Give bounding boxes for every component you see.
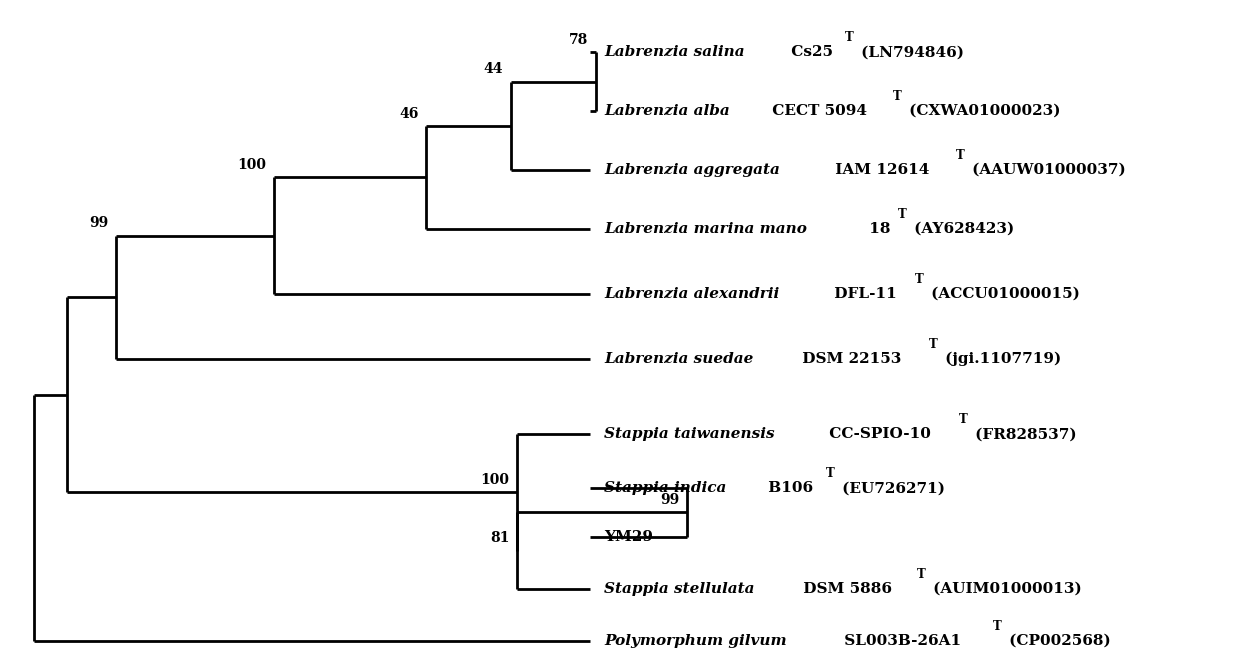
Text: Cs25: Cs25 xyxy=(786,45,833,59)
Text: T: T xyxy=(898,208,906,220)
Text: T: T xyxy=(959,414,967,426)
Text: 18: 18 xyxy=(864,222,890,236)
Text: Labrenzia salina: Labrenzia salina xyxy=(604,45,745,59)
Text: T: T xyxy=(993,620,1002,633)
Text: IAM 12614: IAM 12614 xyxy=(831,163,930,177)
Text: (EU726271): (EU726271) xyxy=(837,482,945,496)
Text: Stappia taiwanensis: Stappia taiwanensis xyxy=(604,427,775,441)
Text: DSM 22153: DSM 22153 xyxy=(797,352,901,366)
Text: 81: 81 xyxy=(490,531,510,545)
Text: (FR828537): (FR828537) xyxy=(970,427,1076,441)
Text: 78: 78 xyxy=(569,33,589,47)
Text: (AUIM01000013): (AUIM01000013) xyxy=(928,582,1081,596)
Text: T: T xyxy=(929,338,937,351)
Text: (jgi.1107719): (jgi.1107719) xyxy=(940,352,1061,366)
Text: B106: B106 xyxy=(763,482,812,496)
Text: DFL-11: DFL-11 xyxy=(830,287,898,301)
Text: Labrenzia aggregata: Labrenzia aggregata xyxy=(604,163,780,177)
Text: 46: 46 xyxy=(399,107,418,121)
Text: 99: 99 xyxy=(89,216,108,230)
Text: Labrenzia alba: Labrenzia alba xyxy=(604,104,730,118)
Text: (CXWA01000023): (CXWA01000023) xyxy=(904,104,1061,118)
Text: 100: 100 xyxy=(237,158,267,172)
Text: CECT 5094: CECT 5094 xyxy=(766,104,867,118)
Text: T: T xyxy=(956,149,965,162)
Text: SL003B-26A1: SL003B-26A1 xyxy=(838,634,961,648)
Text: DSM 5886: DSM 5886 xyxy=(799,582,892,596)
Text: Stappia indica: Stappia indica xyxy=(604,482,727,496)
Text: Labrenzia suedae: Labrenzia suedae xyxy=(604,352,754,366)
Text: 99: 99 xyxy=(660,494,680,507)
Text: (AAUW01000037): (AAUW01000037) xyxy=(967,163,1126,177)
Text: YM29: YM29 xyxy=(604,529,653,543)
Text: T: T xyxy=(918,568,926,581)
Text: (CP002568): (CP002568) xyxy=(1004,634,1111,648)
Text: CC-SPIO-10: CC-SPIO-10 xyxy=(823,427,930,441)
Text: Labrenzia alexandrii: Labrenzia alexandrii xyxy=(604,287,780,301)
Text: 44: 44 xyxy=(484,63,503,77)
Text: 100: 100 xyxy=(480,474,510,488)
Text: (AY628423): (AY628423) xyxy=(909,222,1014,236)
Text: Labrenzia marina mano: Labrenzia marina mano xyxy=(604,222,807,236)
Text: T: T xyxy=(826,468,835,480)
Text: (ACCU01000015): (ACCU01000015) xyxy=(926,287,1080,301)
Text: T: T xyxy=(893,90,901,103)
Text: T: T xyxy=(915,273,924,286)
Text: (LN794846): (LN794846) xyxy=(856,45,965,59)
Text: T: T xyxy=(846,31,854,45)
Text: Polymorphum gilvum: Polymorphum gilvum xyxy=(604,634,787,648)
Text: Stappia stellulata: Stappia stellulata xyxy=(604,582,755,596)
